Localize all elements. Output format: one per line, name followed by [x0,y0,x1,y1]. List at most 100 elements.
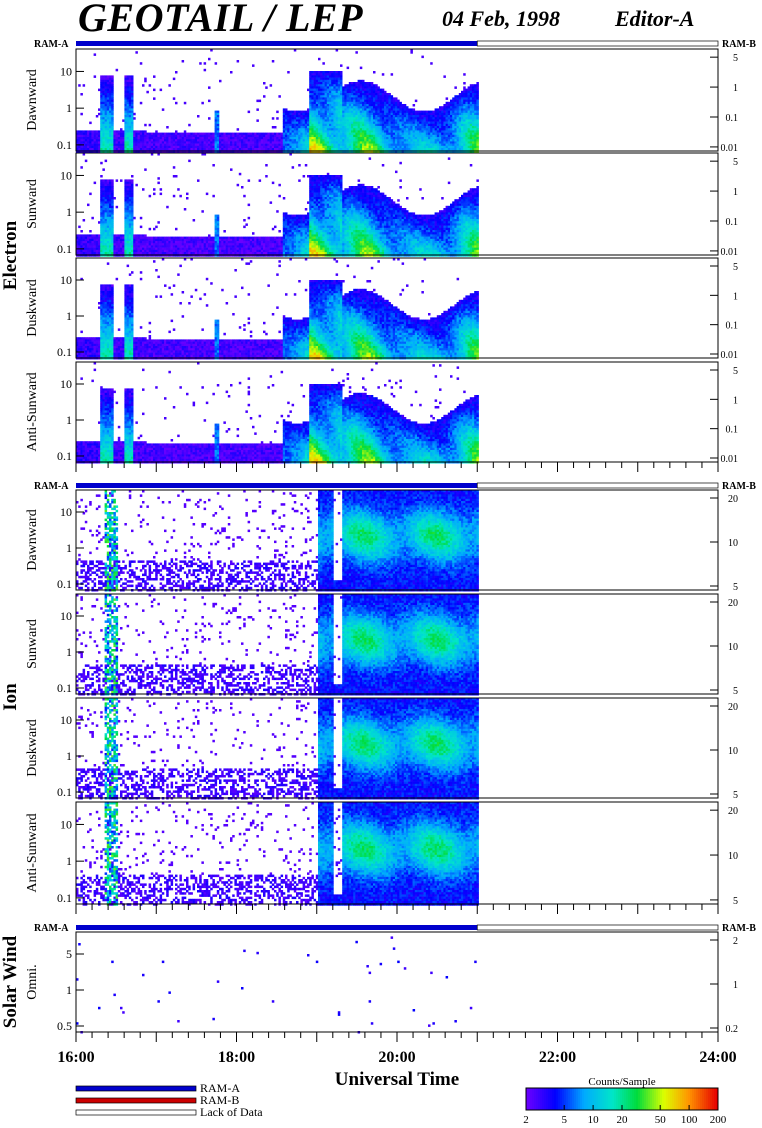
time-tick-label: 20:00 [378,1049,415,1066]
right-tick-label: 1 [733,187,738,198]
panel-label: Omni. [25,964,40,999]
solar-wind-ram-a-bar [76,925,478,930]
y-tick-label: 10 [60,377,72,391]
legend-swatch-1 [75,1097,197,1104]
panel-label: Anti-Sunward [25,813,40,892]
electron-duskward-panel-frame [75,257,719,359]
right-tick-label: 10 [728,642,738,653]
panel-label: Duskward [25,719,40,777]
panel-label: Dawnward [25,69,40,130]
y-tick-label: 1 [66,413,72,427]
legend-label: Lack of Data [200,1105,263,1119]
right-tick-label: 0.2 [726,1024,739,1035]
y-tick-label: 10 [60,168,72,182]
electron-dawnward-panel-frame [75,48,719,152]
colorbar-tick-label: 50 [655,1114,667,1126]
y-tick-label: 5 [66,947,72,961]
electron-ram-a-label: RAM-A [34,39,69,50]
right-tick-label: 5 [733,896,738,907]
solar-wind-ram-b-label: RAM-B [722,923,756,934]
electron-sunward-panel-frame [75,152,719,256]
y-tick-label: 10 [60,713,72,727]
electron-ram-a-bar [76,41,478,46]
ion-ram-a-label: RAM-A [34,481,69,492]
ion-duskward-panel [76,698,479,800]
y-tick-label: 1 [66,309,72,323]
ion-ram-a-bar [76,483,478,488]
y-tick-label: 0.5 [57,1019,72,1033]
y-tick-label: 0.1 [57,577,72,591]
x-axis-label: Universal Time [335,1069,459,1090]
electron-group-label: Electron [0,220,21,290]
y-tick-label: 10 [60,64,72,78]
right-tick-label: 10 [728,851,738,862]
solar-wind-lack-of-data-bar [476,924,719,931]
right-tick-label: 0.1 [726,425,739,436]
right-tick-label: 20 [728,806,738,817]
panel-label: Sunward [25,179,40,229]
electron-lack-of-data-bar [476,40,719,47]
time-tick-label: 24:00 [699,1049,736,1066]
electron-ram-b-label: RAM-B [722,39,756,50]
right-tick-label: 1 [733,395,738,406]
legend-label: RAM-B [200,1093,239,1107]
right-tick-label: 0.01 [721,247,739,258]
y-tick-label: 1 [66,749,72,763]
colorbar-tick-label: 5 [561,1114,567,1126]
right-tick-label: 1 [733,83,738,94]
colorbar [526,1088,719,1110]
colorbar-tick-label: 100 [681,1114,698,1126]
right-tick-label: 0.1 [726,113,739,124]
y-tick-label: 1 [66,541,72,555]
colorbar-tick-label: 200 [710,1114,727,1126]
electron-sunward-panel [76,153,479,257]
instrument-title: GEOTAIL / LEP [78,0,363,41]
y-tick-label: 10 [60,817,72,831]
panel-label: Duskward [25,279,40,337]
solar-wind-group-label: Solar Wind [0,935,21,1028]
colorbar-title: Counts/Sample [588,1076,655,1088]
right-tick-label: 5 [733,366,738,377]
right-tick-label: 1 [733,291,738,302]
panel-label: Dawnward [25,509,40,570]
colorbar-tick-label: 10 [588,1114,600,1126]
y-tick-label: 1 [66,854,72,868]
time-tick-label: 22:00 [539,1049,576,1066]
right-tick-label: 5 [733,582,738,593]
y-tick-label: 0.1 [57,891,72,905]
electron-dawnward-panel [76,49,479,153]
right-tick-label: 10 [728,538,738,549]
electron-duskward-panel [76,258,479,360]
editor-title: Editor-A [615,6,694,32]
ion-dawnward-panel-frame [75,489,719,591]
right-tick-label: 5 [733,53,738,64]
right-tick-label: 20 [728,702,738,713]
legend-swatch-0 [75,1085,197,1092]
ion-anti-sunward-panel [76,802,479,906]
right-tick-label: 5 [733,262,738,273]
solar-wind-omni-panel-frame [75,931,719,1033]
right-tick-label: 0.01 [721,350,739,361]
ion-dawnward-panel [76,490,479,592]
y-tick-label: 10 [60,505,72,519]
y-tick-label: 1 [66,101,72,115]
right-tick-label: 5 [733,157,738,168]
right-tick-label: 5 [733,790,738,801]
y-tick-label: 1 [66,205,72,219]
y-tick-label: 0.1 [57,681,72,695]
electron-anti-sunward-panel [76,362,479,464]
right-tick-label: 20 [728,494,738,505]
time-tick-label: 16:00 [57,1049,94,1066]
ion-ram-b-label: RAM-B [722,481,756,492]
colorbar-tick-label: 20 [617,1114,629,1126]
solar-wind-omni-panel [76,936,477,1034]
right-tick-label: 0.01 [721,454,739,465]
right-tick-label: 0.1 [726,321,739,332]
solar-wind-ram-a-label: RAM-A [34,923,69,934]
ion-sunward-panel-frame [75,593,719,695]
y-tick-label: 0.1 [57,449,72,463]
legend-swatch-2 [75,1109,197,1116]
y-tick-label: 0.1 [57,785,72,799]
y-tick-label: 0.1 [57,345,72,359]
